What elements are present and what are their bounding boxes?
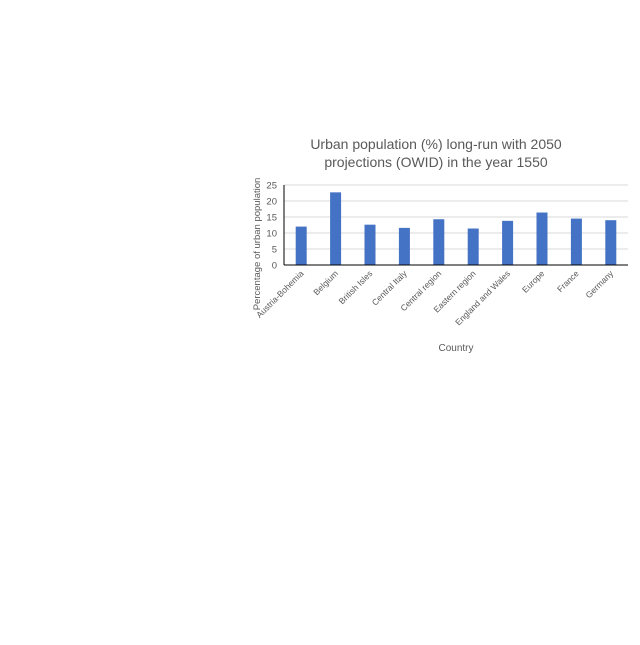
bar-central-italy [398, 227, 410, 265]
bar-europe [536, 212, 548, 265]
y-tick-label: 10 [266, 229, 277, 240]
bar-austria-bohemia [295, 226, 307, 265]
x-tick-label: France [555, 268, 581, 294]
chart-title-line-1: Urban population (%) long-run with 2050 [310, 136, 562, 152]
bar-germany [605, 220, 617, 265]
bars [295, 192, 617, 265]
bar-france [570, 218, 582, 265]
y-tick-label: 15 [266, 213, 277, 224]
y-tick-label: 0 [272, 261, 277, 272]
x-axis-label: Country [438, 343, 473, 354]
bar-england-and-wales [502, 220, 514, 265]
y-tick-label: 5 [272, 245, 277, 256]
bar-belgium [330, 192, 342, 265]
x-tick-label: Belgium [311, 268, 340, 297]
x-tick-label: Germany [583, 268, 615, 300]
gridlines [284, 184, 628, 250]
y-axis-ticks: 0 5 10 15 20 25 [266, 181, 277, 272]
bar-eastern-region [467, 228, 479, 265]
chart-title-line-2: projections (OWID) in the year 1550 [324, 154, 548, 170]
y-tick-label: 20 [266, 197, 277, 208]
x-tick-label: Europe [520, 268, 547, 295]
y-tick-label: 25 [266, 181, 277, 192]
bar-central-region [433, 219, 445, 265]
y-axis-label: Percentage of urban population [252, 178, 263, 311]
bar-british-isles [364, 224, 376, 265]
